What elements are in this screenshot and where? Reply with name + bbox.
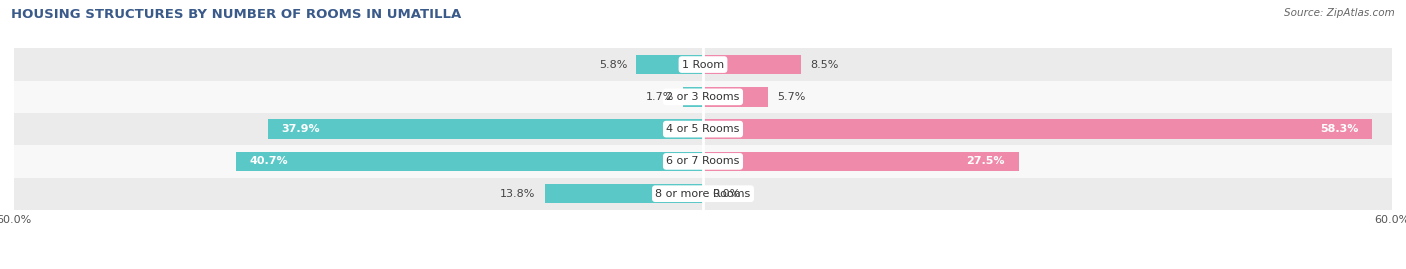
Text: Source: ZipAtlas.com: Source: ZipAtlas.com [1284,8,1395,18]
Bar [14,113,1392,145]
Text: 5.8%: 5.8% [599,59,627,70]
Bar [703,87,769,107]
Text: 13.8%: 13.8% [501,189,536,199]
Text: 0.0%: 0.0% [713,189,741,199]
Text: 8 or more Rooms: 8 or more Rooms [655,189,751,199]
Bar [683,87,703,107]
Bar [14,145,1392,178]
Text: 5.7%: 5.7% [778,92,806,102]
Bar [14,81,1392,113]
Bar [14,48,1392,81]
Text: 1 Room: 1 Room [682,59,724,70]
Text: 6 or 7 Rooms: 6 or 7 Rooms [666,156,740,167]
Bar [703,55,800,74]
Text: 4 or 5 Rooms: 4 or 5 Rooms [666,124,740,134]
Text: HOUSING STRUCTURES BY NUMBER OF ROOMS IN UMATILLA: HOUSING STRUCTURES BY NUMBER OF ROOMS IN… [11,8,461,21]
Bar [637,55,703,74]
Bar [703,119,1372,139]
Text: 8.5%: 8.5% [810,59,838,70]
Text: 1.7%: 1.7% [645,92,675,102]
Legend: Owner-occupied, Renter-occupied: Owner-occupied, Renter-occupied [576,266,830,269]
Text: 40.7%: 40.7% [249,156,288,167]
Text: 27.5%: 27.5% [966,156,1005,167]
Text: 37.9%: 37.9% [281,124,321,134]
Bar [544,184,703,203]
Bar [703,152,1019,171]
Bar [14,178,1392,210]
Text: 58.3%: 58.3% [1320,124,1358,134]
Bar [267,119,703,139]
Text: 2 or 3 Rooms: 2 or 3 Rooms [666,92,740,102]
Bar [236,152,703,171]
